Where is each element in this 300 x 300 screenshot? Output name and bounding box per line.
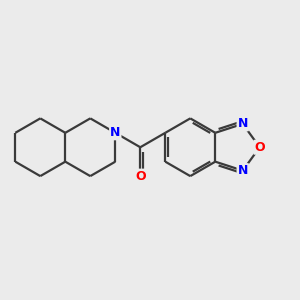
Text: N: N: [238, 117, 248, 130]
Text: O: O: [135, 169, 146, 183]
Text: N: N: [238, 164, 248, 177]
Text: O: O: [254, 141, 265, 154]
Text: N: N: [110, 126, 121, 139]
